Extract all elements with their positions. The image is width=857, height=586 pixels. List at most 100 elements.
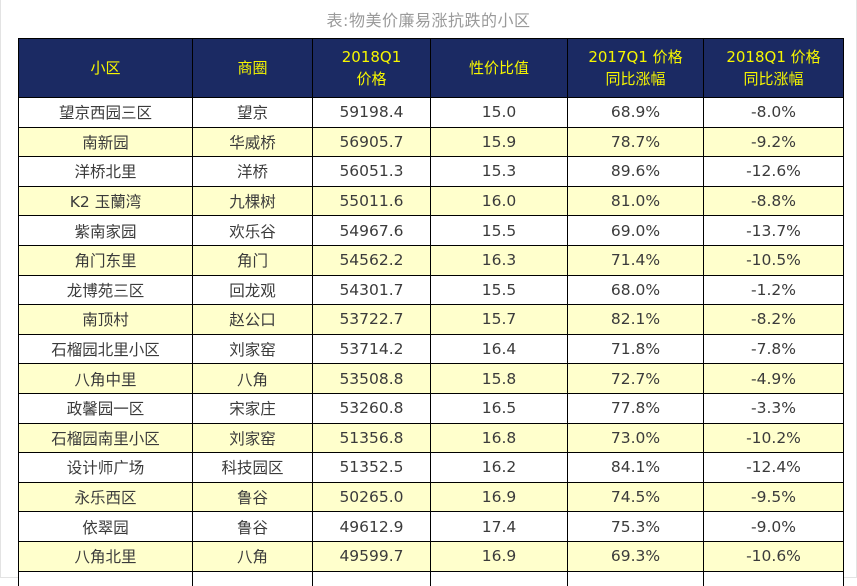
cell-value-ratio: 16.3 [430,244,568,276]
cell-empty [703,570,844,586]
table-body: 望京西园三区 望京 59198.4 15.0 68.9% -8.0% 南新园 华威桥 56905… [18,97,844,586]
cell-yoy-2017q1: 78.7% [567,126,704,158]
table-row: 八角中里 八角 53508.8 15.8 72.7% -4.9% [18,363,844,394]
cell-price-2018q1: 51356.8 [312,422,431,454]
cell-yoy-2017q1: 89.6% [567,156,704,187]
cell-yoy-2017q1: 71.4% [567,244,704,276]
cell-price-2018q1: 53260.8 [312,392,431,424]
cell-value-ratio: 16.5 [430,392,568,424]
cell-district: 依翠园 [18,511,193,542]
cell-empty [567,570,704,586]
cell-biz-area: 刘家窑 [192,333,313,365]
cell-yoy-2018q1: -8.2% [703,304,844,335]
cell-yoy-2018q1: -8.0% [703,97,844,128]
cell-district: 紫南家园 [18,215,193,246]
cell-value-ratio: 16.4 [430,333,568,365]
table-row: 八角北里 八角 49599.7 16.9 69.3% -10.6% [18,540,844,572]
cell-yoy-2018q1: -7.8% [703,333,844,365]
cell-yoy-2018q1: -10.6% [703,540,844,572]
cell-price-2018q1: 53714.2 [312,333,431,365]
cell-yoy-2017q1: 68.0% [567,274,704,306]
col-header-yoy-2017q1: 2017Q1 价格 同比涨幅 [567,38,704,98]
cell-yoy-2017q1: 71.8% [567,333,704,365]
cell-biz-area: 刘家窑 [192,422,313,454]
cell-yoy-2018q1: -13.7% [703,215,844,246]
table-row: 永乐西区 鲁谷 50265.0 16.9 74.5% -9.5% [18,481,844,513]
cell-price-2018q1: 53508.8 [312,363,431,394]
cell-biz-area: 角门 [192,244,313,276]
cell-yoy-2017q1: 73.0% [567,422,704,454]
cell-yoy-2018q1: -12.6% [703,156,844,187]
cell-district: 南新园 [18,126,193,158]
table-row: 南顶村 赵公口 53722.7 15.7 82.1% -8.2% [18,304,844,335]
cell-biz-area: 八角 [192,540,313,572]
cell-biz-area: 欢乐谷 [192,215,313,246]
cell-price-2018q1: 56051.3 [312,156,431,187]
cell-biz-area: 九棵树 [192,185,313,217]
cell-price-2018q1: 59198.4 [312,97,431,128]
cell-yoy-2018q1: -4.9% [703,363,844,394]
table-row: 石榴园北里小区 刘家窑 53714.2 16.4 71.8% -7.8% [18,333,844,365]
cell-price-2018q1: 49612.9 [312,511,431,542]
cell-district: 永乐西区 [18,481,193,513]
table-row: 设计师广场 科技园区 51352.5 16.2 84.1% -12.4% [18,452,844,483]
cell-value-ratio: 15.0 [430,97,568,128]
table-row: 南新园 华威桥 56905.7 15.9 78.7% -9.2% [18,126,844,158]
table-row: 洋桥北里 洋桥 56051.3 15.3 89.6% -12.6% [18,156,844,187]
cell-yoy-2018q1: -10.5% [703,244,844,276]
col-header-value-ratio: 性价比值 [430,38,568,98]
cell-biz-area: 八角 [192,363,313,394]
cell-empty [312,570,431,586]
price-table: 小区 商圈 2018Q1 价格 性价比值 2017Q1 价格 同比涨幅 2018… [18,38,844,586]
cell-value-ratio: 16.2 [430,452,568,483]
cell-yoy-2018q1: -10.2% [703,422,844,454]
table-row-clipped [18,570,844,586]
cell-yoy-2017q1: 77.8% [567,392,704,424]
cell-price-2018q1: 54967.6 [312,215,431,246]
col-header-price-2018q1: 2018Q1 价格 [312,38,431,98]
cell-yoy-2018q1: -8.8% [703,185,844,217]
cell-yoy-2018q1: -9.5% [703,481,844,513]
col-header-biz-area: 商圈 [192,38,313,98]
cell-yoy-2017q1: 69.3% [567,540,704,572]
cell-yoy-2017q1: 75.3% [567,511,704,542]
cell-yoy-2017q1: 74.5% [567,481,704,513]
cell-district: 石榴园北里小区 [18,333,193,365]
cell-yoy-2018q1: -9.0% [703,511,844,542]
cell-value-ratio: 16.8 [430,422,568,454]
cell-price-2018q1: 51352.5 [312,452,431,483]
cell-yoy-2017q1: 72.7% [567,363,704,394]
cell-value-ratio: 15.5 [430,274,568,306]
cell-price-2018q1: 54562.2 [312,244,431,276]
cell-yoy-2017q1: 81.0% [567,185,704,217]
cell-district: 洋桥北里 [18,156,193,187]
table-header: 小区 商圈 2018Q1 价格 性价比值 2017Q1 价格 同比涨幅 2018… [18,38,844,98]
page-title: 表:物美价廉易涨抗跌的小区 [326,11,531,30]
header-row: 小区 商圈 2018Q1 价格 性价比值 2017Q1 价格 同比涨幅 2018… [18,38,844,98]
cell-yoy-2018q1: -9.2% [703,126,844,158]
cell-value-ratio: 16.9 [430,540,568,572]
cell-biz-area: 宋家庄 [192,392,313,424]
cell-district: 八角北里 [18,540,193,572]
cell-biz-area: 科技园区 [192,452,313,483]
cell-biz-area: 望京 [192,97,313,128]
cell-biz-area: 回龙观 [192,274,313,306]
cell-value-ratio: 16.9 [430,481,568,513]
cell-value-ratio: 15.7 [430,304,568,335]
cell-value-ratio: 15.8 [430,363,568,394]
cell-biz-area: 洋桥 [192,156,313,187]
cell-empty [192,570,313,586]
cell-price-2018q1: 54301.7 [312,274,431,306]
cell-price-2018q1: 53722.7 [312,304,431,335]
table-row: 龙博苑三区 回龙观 54301.7 15.5 68.0% -1.2% [18,274,844,306]
cell-biz-area: 鲁谷 [192,481,313,513]
cell-price-2018q1: 56905.7 [312,126,431,158]
table-row: 石榴园南里小区 刘家窑 51356.8 16.8 73.0% -10.2% [18,422,844,454]
table-row: K2 玉蘭湾 九棵树 55011.6 16.0 81.0% -8.8% [18,185,844,217]
cell-yoy-2017q1: 82.1% [567,304,704,335]
cell-yoy-2018q1: -12.4% [703,452,844,483]
cell-district: 角门东里 [18,244,193,276]
table-row: 政馨园一区 宋家庄 53260.8 16.5 77.8% -3.3% [18,392,844,424]
table-row: 角门东里 角门 54562.2 16.3 71.4% -10.5% [18,244,844,276]
